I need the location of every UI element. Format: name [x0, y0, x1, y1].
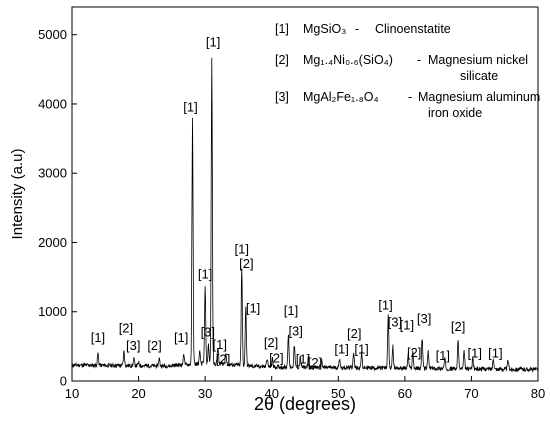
- peak-label: [1]: [488, 345, 502, 360]
- peak-label: [1]: [246, 300, 260, 315]
- legend-tag-2: [2]: [275, 53, 289, 67]
- peak-label: [2]: [119, 321, 133, 336]
- peak-label: [1]: [284, 303, 298, 318]
- peak-label: [2]: [216, 352, 230, 367]
- peak-label: [2]: [407, 345, 421, 360]
- peak-label: [3]: [126, 338, 140, 353]
- x-tick-label: 50: [331, 386, 345, 401]
- peak-label: [2]: [264, 335, 278, 350]
- peak-label: [2]: [239, 256, 253, 271]
- peak-label: [1]: [378, 298, 392, 313]
- tick-labels: 10 20 30 40 50 60 70 80 0 1000 2000 3000 4000 5000: [38, 27, 545, 401]
- x-tick-label: 60: [398, 386, 412, 401]
- peak-label: [1]: [183, 100, 197, 115]
- peak-label: [3]: [417, 311, 431, 326]
- peak-label: [1]: [334, 341, 348, 356]
- legend-formula-1: MgSiO₃: [303, 22, 346, 36]
- peak-label: [1]: [91, 330, 105, 345]
- y-axis-title: Intensity (a.u): [9, 149, 26, 240]
- y-tick-label: 0: [60, 374, 67, 389]
- peak-label: [2]: [269, 350, 283, 365]
- peak-label: [2]: [308, 355, 322, 370]
- peak-label: [1]: [354, 341, 368, 356]
- legend-tag-3: [3]: [275, 90, 289, 104]
- plot-frame: [71, 6, 539, 382]
- peak-label: [3]: [288, 323, 302, 338]
- legend-formula-2: Mg₁.₄Ni₀.₆(SiO₄): [303, 53, 393, 67]
- peak-labels: [1][2][3] [2][1][1][1][3][1][1][2][1][2][…: [91, 34, 503, 370]
- legend-sep-3: -: [408, 90, 412, 104]
- y-tick-label: 3000: [38, 166, 67, 181]
- peak-label: [3]: [201, 325, 215, 340]
- legend: [1] MgSiO₃ - Clinoenstatite [2] Mg₁.₄Ni₀…: [275, 22, 540, 120]
- x-tick-label: 30: [198, 386, 212, 401]
- peak-label: [1]: [206, 34, 220, 49]
- peak-label: [1]: [436, 348, 450, 363]
- legend-name-3: Magnesium aluminum iron oxide: [418, 90, 540, 120]
- peak-label: [1]: [198, 266, 212, 281]
- y-tick-label: 1000: [38, 304, 67, 319]
- legend-sep-1: -: [355, 22, 359, 36]
- y-tick-label: 5000: [38, 27, 67, 42]
- legend-tag-1: [1]: [275, 22, 289, 36]
- legend-name-2: Magnesium nickel silicate: [428, 53, 528, 83]
- x-tick-label: 20: [131, 386, 145, 401]
- x-tick-label: 70: [464, 386, 478, 401]
- peak-label: [2]: [147, 338, 161, 353]
- legend-entry-2: [2] Mg₁.₄Ni₀.₆(SiO₄) - Magnesium nickel s…: [275, 53, 528, 83]
- peak-label: [1]: [213, 337, 227, 352]
- legend-formula-3: MgAl₂Fe₁.₈O₄: [303, 90, 379, 104]
- legend-name-1: Clinoenstatite: [375, 22, 451, 36]
- legend-entry-1: [1] MgSiO₃ - Clinoenstatite: [275, 22, 451, 36]
- peak-label: [1]: [174, 330, 188, 345]
- x-tick-label: 80: [531, 386, 545, 401]
- peak-label: [1]: [235, 242, 249, 257]
- peak-label: [2]: [347, 326, 361, 341]
- peak-label: [2]: [451, 319, 465, 334]
- x-axis-title: 2θ (degrees): [254, 394, 356, 414]
- xrd-pattern-line: [71, 57, 539, 373]
- x-tick-label: 40: [264, 386, 278, 401]
- peak-label: [1]: [296, 352, 310, 367]
- y-tick-label: 4000: [38, 96, 67, 111]
- axis-ticks: [71, 34, 539, 382]
- x-tick-label: 10: [65, 386, 79, 401]
- peak-label: [1]: [468, 345, 482, 360]
- legend-entry-3: [3] MgAl₂Fe₁.₈O₄ - Magnesium aluminum iro…: [275, 90, 540, 120]
- peak-label: [1]: [400, 318, 414, 333]
- legend-sep-2: -: [417, 53, 421, 67]
- peak-label: [3]: [388, 314, 402, 329]
- y-tick-label: 2000: [38, 235, 67, 250]
